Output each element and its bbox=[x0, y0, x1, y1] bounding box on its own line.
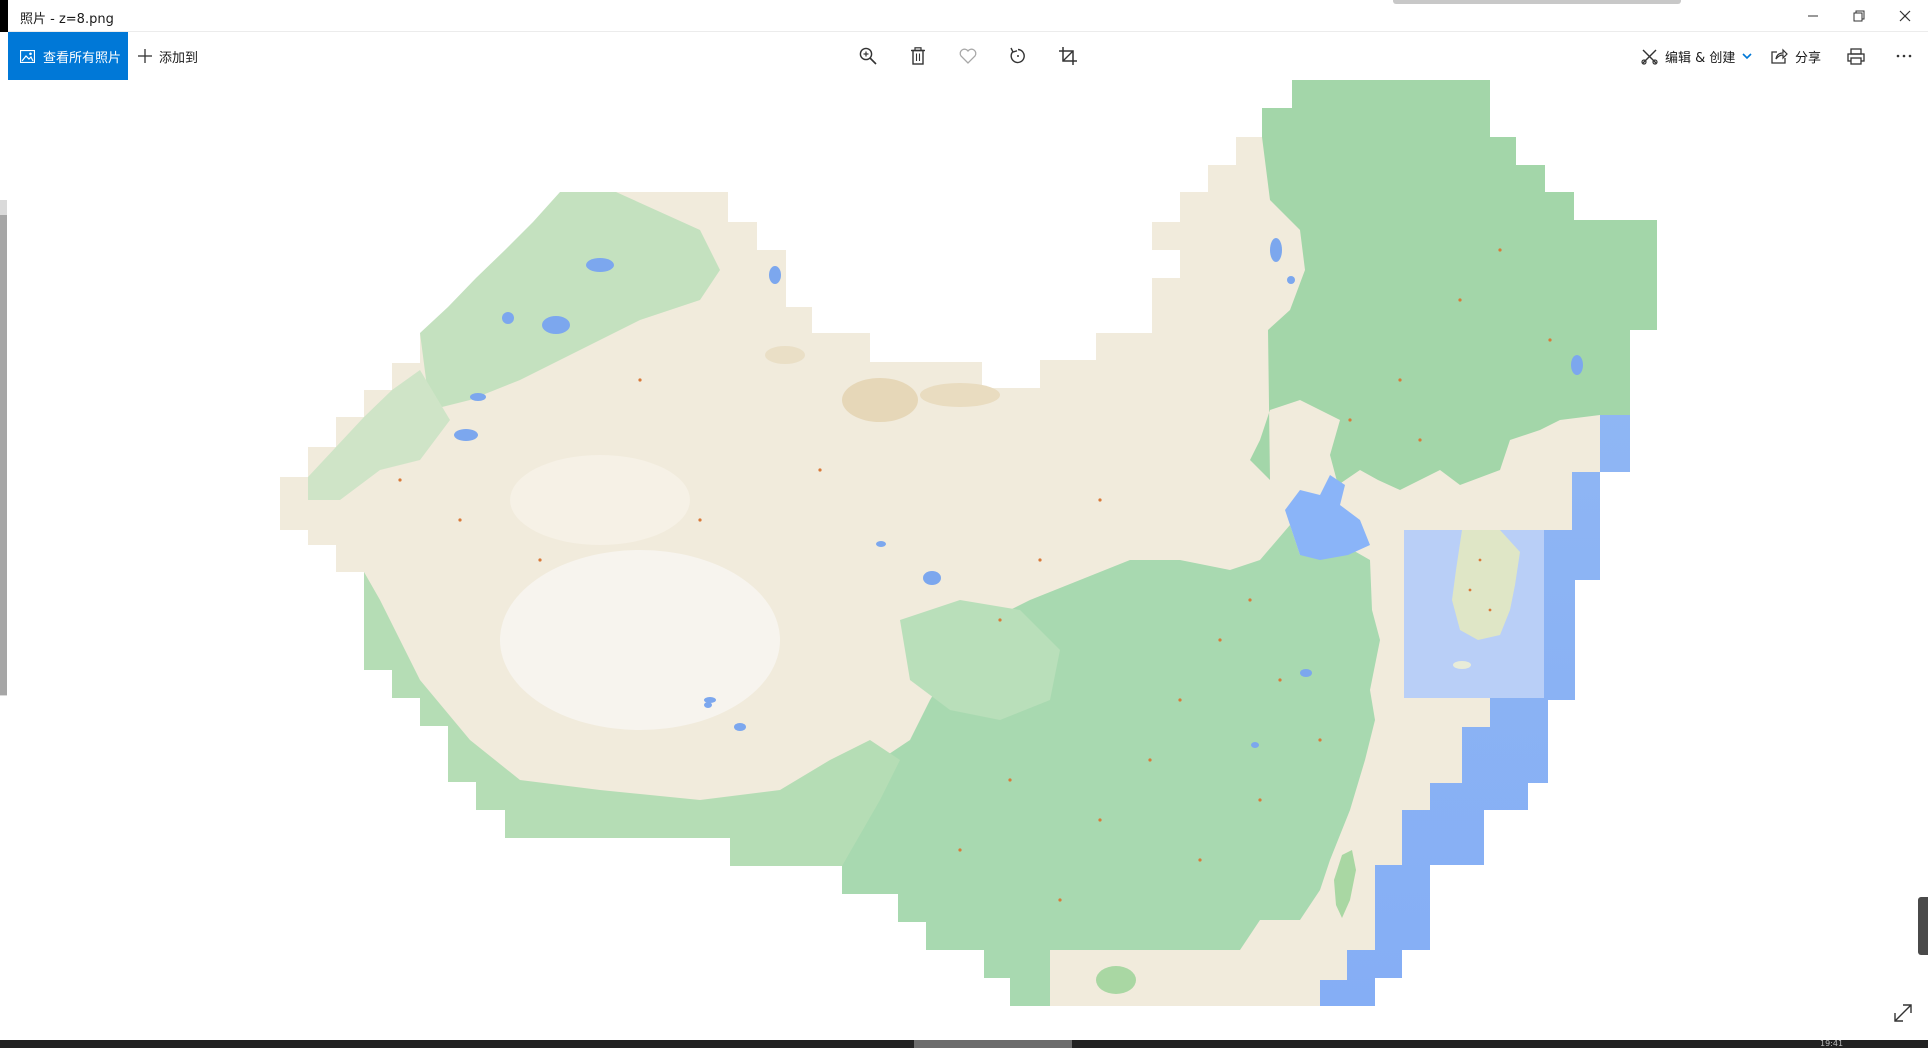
plus-icon bbox=[138, 49, 152, 63]
add-to-button[interactable]: 添加到 bbox=[138, 32, 198, 80]
share-label: 分享 bbox=[1795, 50, 1822, 66]
heart-icon bbox=[959, 48, 977, 64]
expand-icon bbox=[1894, 1004, 1912, 1022]
view-all-photos-button[interactable]: 查看所有照片 bbox=[8, 32, 128, 80]
favorite-button[interactable] bbox=[955, 44, 981, 68]
share-button[interactable]: 分享 bbox=[1771, 32, 1821, 80]
lakes bbox=[454, 238, 1583, 748]
ghost-tab-indicator bbox=[1393, 0, 1681, 4]
more-options-button[interactable] bbox=[1891, 44, 1917, 68]
title-bar: 照片 - z=8.png bbox=[0, 0, 1928, 32]
rotate-icon bbox=[1010, 47, 1025, 64]
delete-button[interactable] bbox=[905, 44, 931, 68]
edit-create-button[interactable]: 编辑 & 创建 bbox=[1641, 32, 1752, 80]
print-icon bbox=[1847, 47, 1865, 65]
chevron-down-icon bbox=[1742, 52, 1752, 59]
full-screen-button[interactable] bbox=[1892, 1002, 1914, 1024]
restore-button[interactable] bbox=[1836, 0, 1882, 32]
bohai-sea bbox=[1285, 475, 1370, 560]
share-icon bbox=[1771, 48, 1788, 64]
view-all-photos-label: 查看所有照片 bbox=[43, 50, 122, 66]
app-toolbar: 查看所有照片 添加到 bbox=[0, 32, 1928, 80]
minimize-icon bbox=[1808, 15, 1818, 17]
rotate-button[interactable] bbox=[1005, 44, 1031, 68]
window-left-edge bbox=[0, 0, 8, 32]
minimize-button[interactable] bbox=[1790, 0, 1836, 32]
left-scroll-thumb[interactable] bbox=[0, 215, 7, 695]
restore-icon bbox=[1853, 10, 1865, 22]
close-button[interactable] bbox=[1882, 0, 1928, 32]
bottom-scroll-thumb[interactable] bbox=[914, 1040, 1072, 1048]
window-title: 照片 - z=8.png bbox=[20, 12, 114, 27]
zoom-in-icon bbox=[859, 47, 877, 65]
crop-button[interactable] bbox=[1055, 44, 1081, 68]
edit-create-label: 编辑 & 创建 bbox=[1665, 50, 1736, 66]
more-icon bbox=[1896, 54, 1912, 58]
side-panel-handle[interactable] bbox=[1918, 897, 1928, 955]
zoom-in-button[interactable] bbox=[855, 44, 881, 68]
city-markers bbox=[398, 248, 1552, 902]
desert-patches bbox=[500, 346, 1000, 730]
photo-icon bbox=[20, 49, 35, 63]
korea-tile bbox=[1404, 530, 1544, 698]
delete-icon bbox=[911, 47, 925, 65]
print-button[interactable] bbox=[1843, 44, 1869, 68]
taskbar-clock: 19:41 bbox=[1820, 1039, 1844, 1048]
edit-create-icon bbox=[1641, 49, 1658, 65]
islands bbox=[1096, 850, 1356, 994]
crop-icon bbox=[1059, 47, 1077, 65]
close-icon bbox=[1899, 10, 1911, 22]
green-regions bbox=[308, 80, 1657, 1006]
add-to-label: 添加到 bbox=[159, 50, 199, 66]
